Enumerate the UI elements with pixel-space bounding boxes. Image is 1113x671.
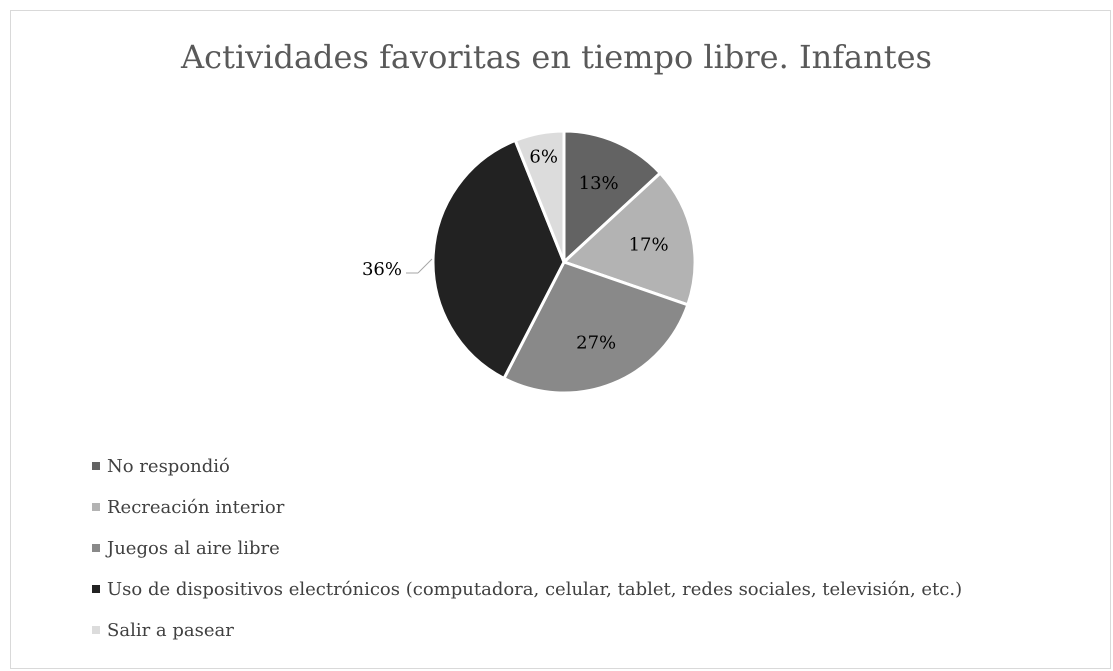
legend-item-no-respondio: No respondió [92, 455, 962, 477]
chart-legend: No respondió Recreación interior Juegos al… [92, 456, 962, 661]
legend-label: Uso de dispositivos electrónicos (comput… [107, 578, 963, 600]
legend-swatch [92, 626, 100, 634]
legend-label: Salir a pasear [107, 619, 234, 641]
legend-item-uso-de-dispositivos: Uso de dispositivos electrónicos (comput… [92, 578, 963, 600]
legend-label: Recreación interior [107, 496, 285, 518]
legend-swatch [92, 503, 100, 511]
pie-slice-uso-de-dispositivos [431, 138, 566, 380]
leader-line-uso-de-dispositivos-b [417, 258, 433, 274]
data-label-salir-a-pasear: 6% [529, 147, 558, 168]
legend-swatch [92, 585, 100, 593]
legend-swatch [92, 462, 100, 470]
data-label-juegos-al-aire-libre: 27% [576, 332, 616, 353]
data-label-recreacion-interior: 17% [629, 234, 669, 255]
pie-slice-juegos-al-aire-libre [502, 260, 690, 395]
legend-label: No respondió [107, 455, 230, 477]
legend-swatch [92, 544, 100, 552]
data-label-uso-de-dispositivos: 36% [362, 259, 402, 280]
pie-slice-no-respondio [562, 129, 662, 264]
pie-slice-salir-a-pasear [513, 129, 566, 264]
legend-label: Juegos al aire libre [107, 537, 280, 559]
data-label-no-respondio: 13% [579, 173, 619, 194]
chart-title: Actividades favoritas en tiempo libre. I… [181, 38, 932, 76]
legend-item-juegos-al-aire-libre: Juegos al aire libre [92, 537, 962, 559]
legend-item-salir-a-pasear: Salir a pasear [92, 619, 962, 641]
legend-item-recreacion-interior: Recreación interior [92, 496, 962, 518]
